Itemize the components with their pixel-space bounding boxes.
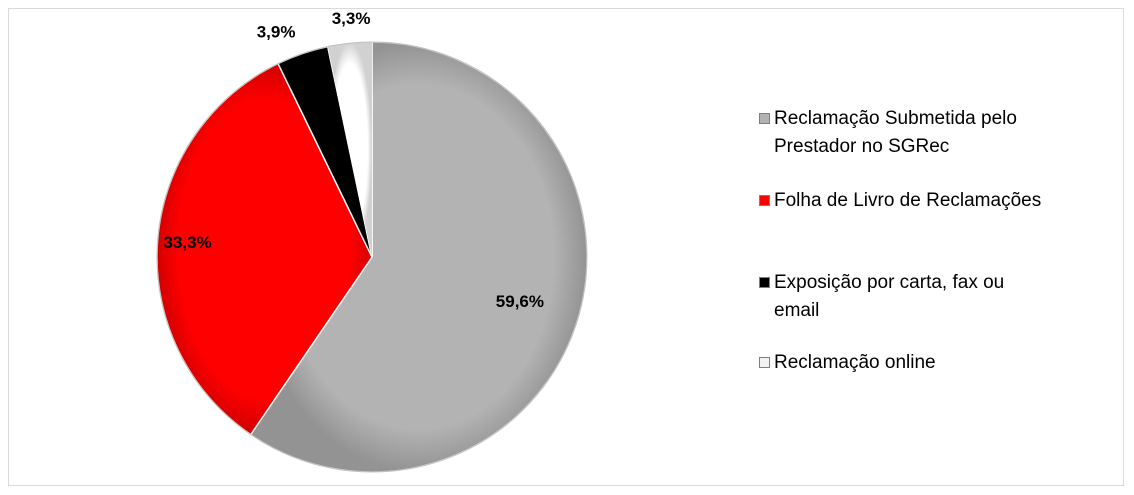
chart-area: 59,6% 33,3% 3,9% 3,3% Reclamação Submetida …	[8, 8, 1124, 486]
pie-outline	[156, 41, 588, 473]
pie-chart: 59,6% 33,3% 3,9% 3,3%	[156, 9, 588, 473]
legend-label-online: Reclamação online	[774, 352, 936, 373]
data-label-livro: 33,3%	[164, 233, 212, 252]
legend-item-sgrec: Reclamação Submetida pelo Prestador no S…	[759, 105, 1119, 161]
legend-swatch-sgrec	[759, 113, 770, 124]
legend-swatch-carta	[759, 277, 770, 288]
data-label-sgrec: 59,6%	[496, 292, 544, 311]
legend-item-carta: Exposição por carta, fax ou email	[759, 269, 1119, 325]
pie-slice-shade-online	[327, 42, 372, 257]
pie-slice-shade-carta	[278, 46, 372, 257]
legend-item-online: Reclamação online	[759, 349, 1119, 377]
legend-swatch-online	[759, 357, 770, 368]
legend-label-carta: Exposição por carta, fax ou email	[774, 272, 1005, 321]
legend-label-livro: Folha de Livro de Reclamações	[774, 190, 1042, 211]
pie-slice-shade-sgrec	[250, 42, 588, 472]
data-label-carta: 3,9%	[257, 23, 296, 42]
legend-label-sgrec: Reclamação Submetida pelo Prestador no S…	[774, 108, 1017, 157]
data-label-online: 3,3%	[332, 9, 371, 28]
pie-slice-shade-livro	[157, 63, 372, 435]
legend-swatch-livro	[759, 195, 770, 206]
legend-item-livro: Folha de Livro de Reclamações	[759, 187, 1119, 215]
